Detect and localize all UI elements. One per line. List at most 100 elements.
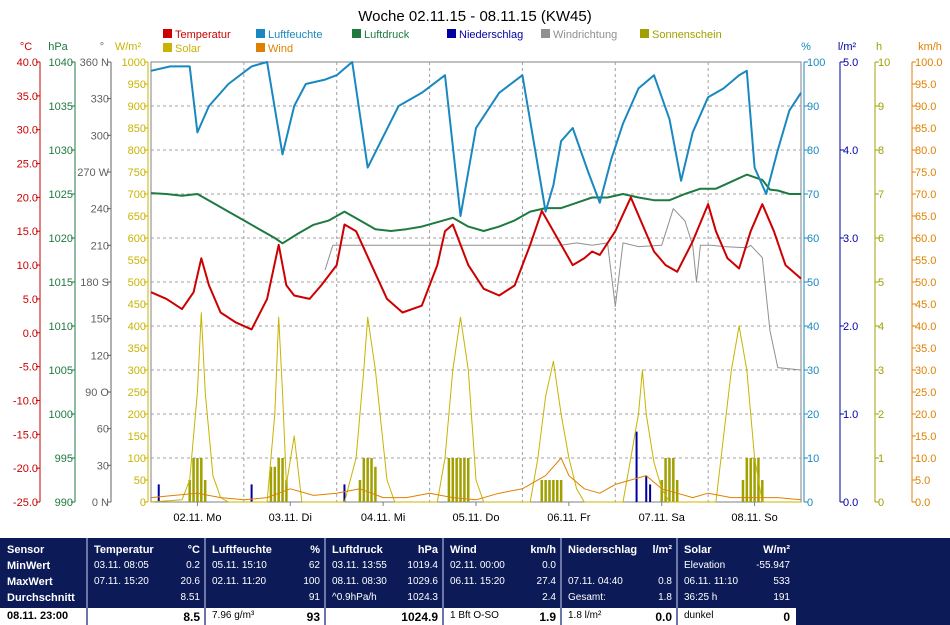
tick-label-sunshine: 7 xyxy=(878,189,884,201)
tick-label-wind: 95.0 xyxy=(915,79,936,91)
series-line-solar xyxy=(150,312,801,503)
summary-humidity-footer-value: 93 xyxy=(306,610,320,624)
summary-solar-row-label: 36:25 h xyxy=(684,592,718,603)
tick-label-solar: 550 xyxy=(128,255,146,267)
summary-temperature-row-value: 0.2 xyxy=(186,560,200,571)
bar-sonnenschein xyxy=(463,458,466,502)
summary-pressure-footer-value: 1024.9 xyxy=(401,610,438,624)
legend-label: Temperatur xyxy=(175,29,231,41)
summary-humidity-row-label: 05.11. 15:10 xyxy=(212,560,267,571)
tick-label-rain: 4.0 xyxy=(843,145,858,157)
bar-sonnenschein xyxy=(467,458,470,502)
tick-label-solar: 750 xyxy=(128,167,146,179)
tick-label-solar: 600 xyxy=(128,233,146,245)
summary-solar-row-value: -55.947 xyxy=(756,560,790,571)
legend-swatch xyxy=(163,29,172,38)
series-line-luftdruck xyxy=(150,173,801,245)
tick-label-sunshine: 6 xyxy=(878,233,884,245)
tick-label-direction: 300 xyxy=(91,130,109,142)
tick-label-humidity: 40 xyxy=(807,321,819,333)
axis-unit-pressure: hPa xyxy=(48,41,68,53)
tick-label-wind: 50.0 xyxy=(915,277,936,289)
tick-label-temperature: -25.0 xyxy=(13,497,38,509)
summary-humidity-title: Luftfeuchte xyxy=(212,544,272,556)
tick-label-temperature: 5.0 xyxy=(23,294,38,306)
tick-label-sunshine: 9 xyxy=(878,101,884,113)
bar-sonnenschein xyxy=(745,458,749,502)
summary-solar-footer-label: dunkel xyxy=(684,610,714,621)
summary-rain: Niederschlag l/m² 07.11. 04:40 0.8 Gesamt: 1.… xyxy=(560,538,678,625)
summary-rain-title: Niederschlag xyxy=(568,544,638,556)
tick-label-wind: 25.0 xyxy=(915,387,936,399)
bar-sonnenschein xyxy=(556,480,559,502)
tick-label-temperature: 15.0 xyxy=(17,226,38,238)
tick-label-pressure: 1040 xyxy=(49,57,73,69)
tick-label-humidity: 90 xyxy=(807,101,819,113)
tick-label-temperature: 35.0 xyxy=(17,91,38,103)
bar-niederschlag xyxy=(635,431,638,502)
summary-wind: Wind km/h 02.11. 00:00 0.0 06.11. 15:20 27.4 2… xyxy=(442,538,562,625)
bar-niederschlag xyxy=(250,484,253,502)
summary-wind-row-value: 0.0 xyxy=(542,560,556,571)
tick-label-wind: 55.0 xyxy=(915,255,936,267)
summary-temperature-footer-value: 8.5 xyxy=(183,610,200,624)
tick-label-wind: 15.0 xyxy=(915,431,936,443)
axis-unit-solar: W/m² xyxy=(115,41,142,53)
summary-temperature-row-value: 20.6 xyxy=(180,576,200,587)
bar-niederschlag xyxy=(343,484,346,502)
chart-bars xyxy=(157,431,764,502)
legend-swatch xyxy=(447,29,456,38)
bar-sonnenschein xyxy=(362,458,366,502)
summary-rain-row-value: 1.8 xyxy=(658,592,672,603)
bar-sonnenschein xyxy=(753,458,756,502)
tick-label-wind: 100.0 xyxy=(915,57,943,69)
summary-solar-row-value: 191 xyxy=(773,592,790,603)
bar-sonnenschein xyxy=(277,458,280,502)
bar-sonnenschein xyxy=(559,480,563,502)
tick-label-temperature: 10.0 xyxy=(17,260,38,272)
summary-temperature-row-label: 03.11. 08:05 xyxy=(94,560,149,571)
tick-label-temperature: 25.0 xyxy=(17,159,38,171)
summary-wind-row-value: 2.4 xyxy=(542,592,556,603)
bar-sonnenschein xyxy=(672,458,675,502)
summary-solar-unit: W/m² xyxy=(763,544,790,556)
tick-label-solar: 400 xyxy=(128,321,146,333)
tick-label-sunshine: 2 xyxy=(878,409,884,421)
tick-label-pressure: 990 xyxy=(55,497,73,509)
tick-label-solar: 700 xyxy=(128,189,146,201)
summary-wind-footer-value: 1.9 xyxy=(539,610,556,624)
legend-swatch xyxy=(256,29,265,38)
summary-humidity-unit: % xyxy=(310,544,320,556)
summary-humidity-footer-label: 7.96 g/m³ xyxy=(212,610,255,621)
summary-humidity-row-value: 100 xyxy=(303,576,320,587)
bar-sonnenschein xyxy=(447,458,451,502)
bar-sonnenschein xyxy=(451,458,455,502)
tick-label-solar: 100 xyxy=(128,453,146,465)
chart-title: Woche 02.11.15 - 08.11.15 (KW45) xyxy=(358,8,591,25)
tick-label-temperature: -15.0 xyxy=(13,429,38,441)
tick-label-pressure: 1010 xyxy=(49,321,73,333)
bar-sonnenschein xyxy=(285,480,288,502)
summary-pressure-row-value: 1019.4 xyxy=(407,560,438,571)
bar-sonnenschein xyxy=(281,458,284,502)
tick-label-sunshine: 3 xyxy=(878,365,884,377)
tick-label-solar: 800 xyxy=(128,145,146,157)
tick-label-direction: 60 xyxy=(97,424,109,436)
tick-label-direction: 120 xyxy=(91,350,109,362)
tick-label-solar: 0 xyxy=(140,497,146,509)
axis-unit-humidity: % xyxy=(801,41,811,53)
bar-sonnenschein xyxy=(668,458,671,502)
tick-label-temperature: -20.0 xyxy=(13,463,38,475)
tick-label-humidity: 0 xyxy=(807,497,813,509)
tick-label-pressure: 1030 xyxy=(49,145,73,157)
tick-label-sunshine: 4 xyxy=(878,321,884,333)
legend-swatch xyxy=(541,29,550,38)
bar-niederschlag xyxy=(649,484,652,502)
tick-label-sunshine: 0 xyxy=(878,497,884,509)
summary-humidity: Luftfeuchte% 05.11. 15:10 62 02.11. 11:20 10… xyxy=(204,538,326,625)
x-tick-label: 08.11. So xyxy=(731,512,777,524)
series-line-luftfeuchte xyxy=(150,61,802,217)
summary-wind-row-label: 06.11. 15:20 xyxy=(450,576,505,587)
tick-label-solar: 950 xyxy=(128,79,146,91)
tick-label-wind: 40.0 xyxy=(915,321,936,333)
